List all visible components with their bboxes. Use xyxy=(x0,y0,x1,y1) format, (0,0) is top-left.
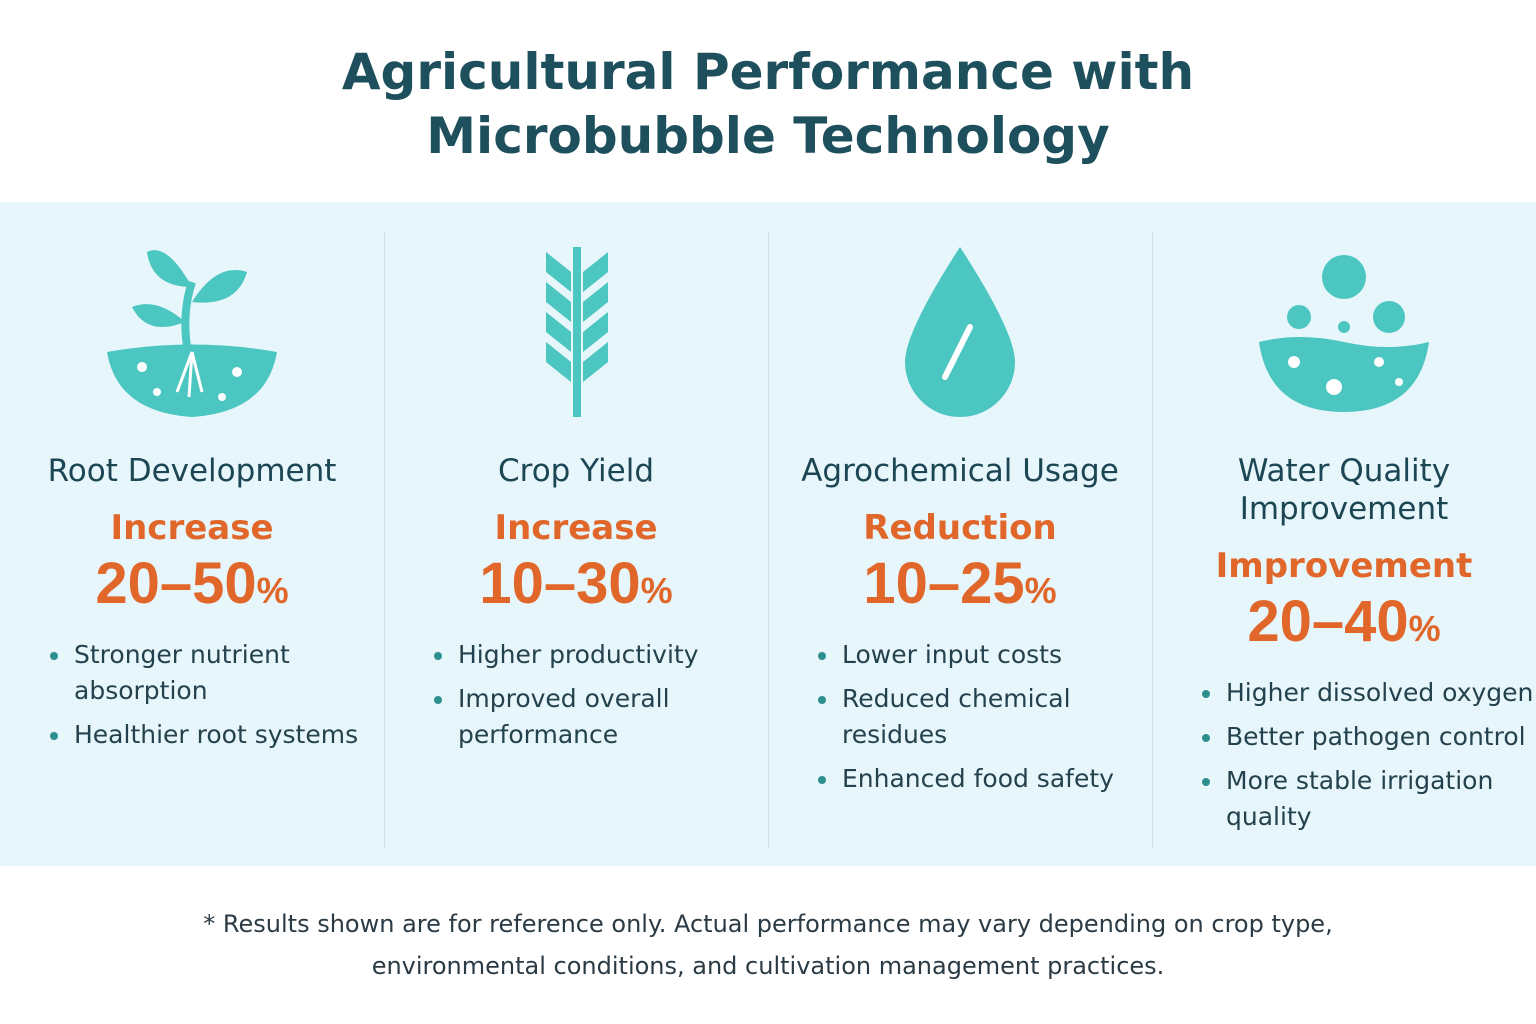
title-line: Agricultural Performance with xyxy=(341,43,1195,101)
card: Crop Yield Increase 10–30% Higher productiv… xyxy=(384,202,768,866)
card-title-line: Water Quality xyxy=(1237,453,1451,489)
range-unit: % xyxy=(1408,608,1441,649)
card-title-line: Crop Yield xyxy=(497,453,654,489)
bullet: Improved overall performance xyxy=(432,681,772,753)
range-unit: % xyxy=(640,570,673,611)
range-value: 10–30 xyxy=(479,551,641,616)
range-unit: % xyxy=(256,570,289,611)
bullet-list: Higher dissolved oxygen Better pathogen c… xyxy=(1152,675,1536,843)
range: 20–40% xyxy=(1247,588,1440,655)
card-title-line: Agrochemical Usage xyxy=(801,453,1119,489)
bullet: Healthier root systems xyxy=(48,717,388,753)
direction: Improvement xyxy=(1215,546,1473,586)
title-line: Microbubble Technology xyxy=(426,107,1110,165)
card-title: Water Quality Improvement xyxy=(1238,452,1450,528)
bullet: Lower input costs xyxy=(816,637,1156,673)
range-value: 20–50 xyxy=(95,551,257,616)
bullet: Reduced chemical residues xyxy=(816,681,1156,753)
title: Agricultural Performance with Microbubbl… xyxy=(0,40,1536,168)
range-value: 10–25 xyxy=(863,551,1025,616)
bullet: Higher dissolved oxygen xyxy=(1200,675,1536,711)
card-icon xyxy=(905,247,1015,417)
range-value: 20–40 xyxy=(1247,589,1409,654)
card-title-line: Root Development xyxy=(47,453,337,489)
card: Root Development Increase 20–50% Stronger n… xyxy=(0,202,384,866)
range-unit: % xyxy=(1024,570,1057,611)
card-title-line: Improvement xyxy=(1239,491,1449,527)
bullet: More stable irrigation quality xyxy=(1200,763,1536,835)
bullet: Better pathogen control xyxy=(1200,719,1536,755)
card-title: Crop Yield xyxy=(498,452,654,490)
card: Water Quality Improvement Improvement 20–40… xyxy=(1152,202,1536,866)
range: 10–25% xyxy=(863,550,1056,617)
direction: Increase xyxy=(494,508,658,548)
direction: Reduction xyxy=(863,508,1057,548)
bullet: Enhanced food safety xyxy=(816,761,1156,797)
card: Agrochemical Usage Reduction 10–25% Lower i… xyxy=(768,202,1152,866)
cards-panel: Root Development Increase 20–50% Stronger n… xyxy=(0,202,1536,866)
footnote-line: * Results shown are for reference only. … xyxy=(203,910,1333,938)
card-icon xyxy=(546,247,608,417)
range: 20–50% xyxy=(95,550,288,617)
card-title: Root Development xyxy=(48,452,337,490)
range: 10–30% xyxy=(479,550,672,617)
bullet-list: Stronger nutrient absorption Healthier ro… xyxy=(0,637,388,761)
bullet-list: Higher productivity Improved overall perf… xyxy=(384,637,772,761)
card-title: Agrochemical Usage xyxy=(801,452,1119,490)
bullet: Higher productivity xyxy=(432,637,772,673)
bullet-list: Lower input costs Reduced chemical residu… xyxy=(768,637,1156,805)
card-icon xyxy=(107,250,277,417)
card-icon xyxy=(1259,255,1429,412)
bullet: Stronger nutrient absorption xyxy=(48,637,388,709)
footnote: * Results shown are for reference only. … xyxy=(0,903,1536,987)
direction: Increase xyxy=(110,508,274,548)
footnote-line: environmental conditions, and cultivatio… xyxy=(371,952,1165,980)
